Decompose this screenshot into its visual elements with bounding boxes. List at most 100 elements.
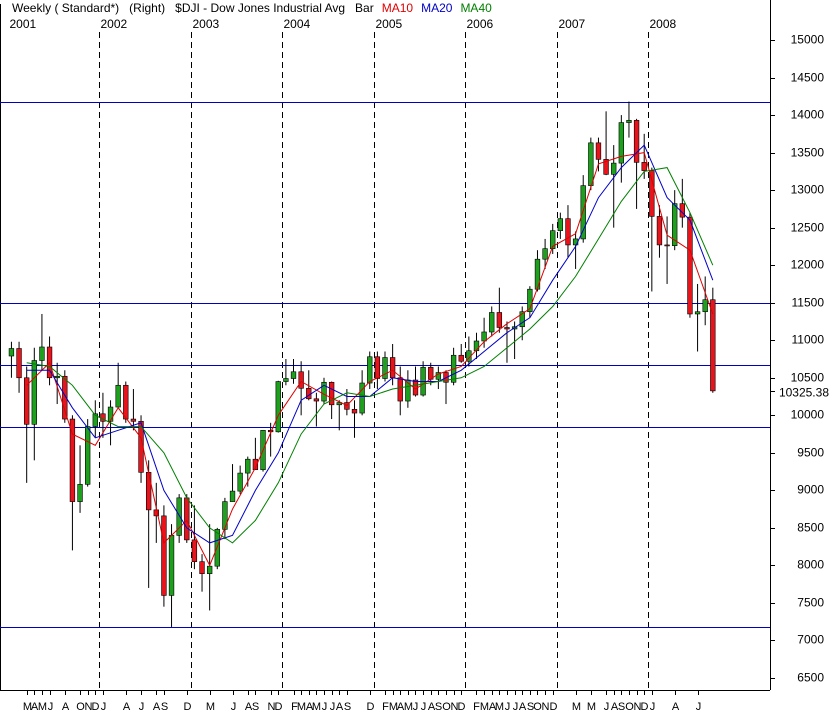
x-tick-label: J xyxy=(505,701,511,713)
x-tick-label: M xyxy=(389,701,398,713)
x-tick-label: J xyxy=(413,701,419,713)
candle-body xyxy=(62,375,68,420)
candle-body xyxy=(176,497,182,536)
candle-body xyxy=(595,142,602,160)
x-tick-label: A xyxy=(123,701,131,713)
candle-body xyxy=(710,299,716,392)
moving-average-line xyxy=(26,167,714,544)
candle-body xyxy=(8,348,15,357)
y-tick-label: 13000 xyxy=(791,183,825,197)
legend-entry: MA20 xyxy=(421,1,453,15)
candle-body xyxy=(199,561,205,574)
candle-body xyxy=(92,413,98,427)
x-tick-label: A xyxy=(519,701,527,713)
y-tick-label: 11500 xyxy=(792,296,825,310)
candle-body xyxy=(359,382,365,414)
moving-average-line xyxy=(26,152,714,567)
candle-body xyxy=(557,218,564,231)
candle-body xyxy=(31,360,37,425)
y-tick-label: 9000 xyxy=(797,483,824,497)
candle-body xyxy=(283,378,289,382)
x-tick-label: M xyxy=(495,701,504,713)
candle-body xyxy=(641,162,647,171)
y-tick-label: 14500 xyxy=(791,71,825,85)
x-tick-label: M xyxy=(480,701,489,713)
year-label: 2004 xyxy=(284,17,311,31)
candle-body xyxy=(275,381,281,433)
x-tick-label: A xyxy=(306,701,314,713)
x-tick-label: A xyxy=(245,701,253,713)
candle-body xyxy=(496,312,503,328)
candle-body xyxy=(54,375,60,379)
x-tick-label: S xyxy=(252,701,259,713)
y-tick-label: 15000 xyxy=(791,33,825,47)
x-tick-label: J xyxy=(604,701,610,713)
x-tick-label: M xyxy=(312,701,321,713)
x-tick-label: A xyxy=(62,701,70,713)
y-tick-label: 9500 xyxy=(797,446,824,460)
candle-body xyxy=(115,384,121,408)
candle-body xyxy=(633,120,640,163)
candle-body xyxy=(382,357,388,379)
x-tick-label: J xyxy=(330,701,336,713)
candle-body xyxy=(618,122,624,164)
x-tick-label: O xyxy=(533,701,542,713)
year-label: 2005 xyxy=(376,17,403,31)
candle-body xyxy=(389,357,396,379)
year-label: 2003 xyxy=(193,17,220,31)
y-tick-label: 11000 xyxy=(792,333,825,347)
candle-body xyxy=(313,398,320,402)
x-tick-label: F xyxy=(473,701,480,713)
x-tick-label: N xyxy=(268,701,276,713)
x-tick-label: J xyxy=(231,701,237,713)
x-tick-label: M xyxy=(404,701,413,713)
x-tick-label: A xyxy=(31,701,39,713)
x-tick-label: F xyxy=(291,701,298,713)
year-label: 2008 xyxy=(650,17,677,31)
candle-body xyxy=(336,402,342,406)
candle-body xyxy=(191,539,198,562)
x-tick-label: A xyxy=(428,701,436,713)
candle-body xyxy=(85,426,91,485)
x-tick-label: A xyxy=(153,701,161,713)
x-tick-label: A xyxy=(611,701,619,713)
candle-body xyxy=(351,408,358,414)
x-tick-label: D xyxy=(550,701,558,713)
x-tick-label: S xyxy=(618,701,625,713)
x-tick-label: D xyxy=(367,701,375,713)
candle-body xyxy=(267,430,274,433)
y-tick-label: 12500 xyxy=(791,221,825,235)
candle-body xyxy=(229,490,236,502)
x-tick-label: A xyxy=(336,701,344,713)
x-tick-label: N xyxy=(85,701,93,713)
candle-body xyxy=(687,216,693,315)
candle-body xyxy=(611,162,617,175)
candle-body xyxy=(656,216,663,246)
candle-body xyxy=(489,312,495,333)
x-tick-label: A xyxy=(672,701,680,713)
x-tick-label: J xyxy=(421,701,427,713)
candle-body xyxy=(298,371,304,389)
x-tick-label: D xyxy=(458,701,466,713)
last-price-label: 10325.38 xyxy=(779,386,829,400)
x-tick-label: M xyxy=(297,701,306,713)
x-tick-label: J xyxy=(322,701,328,713)
candle-body xyxy=(565,218,571,246)
x-tick-label: J xyxy=(48,701,54,713)
y-tick-label: 6500 xyxy=(797,671,824,685)
chart-title: Weekly ( Standard*) (Right) $DJI - Dow Jon… xyxy=(12,1,492,15)
candle-body xyxy=(588,142,594,186)
x-tick-label: F xyxy=(382,701,389,713)
candle-body xyxy=(184,497,190,541)
candle-body xyxy=(39,346,45,361)
candle-body xyxy=(245,458,251,474)
candle-body xyxy=(664,244,670,247)
candle-body xyxy=(24,377,30,425)
year-label: 2002 xyxy=(101,17,128,31)
candle-body xyxy=(237,472,243,492)
legend-entry: MA40 xyxy=(460,1,492,15)
candle-body xyxy=(16,348,22,379)
